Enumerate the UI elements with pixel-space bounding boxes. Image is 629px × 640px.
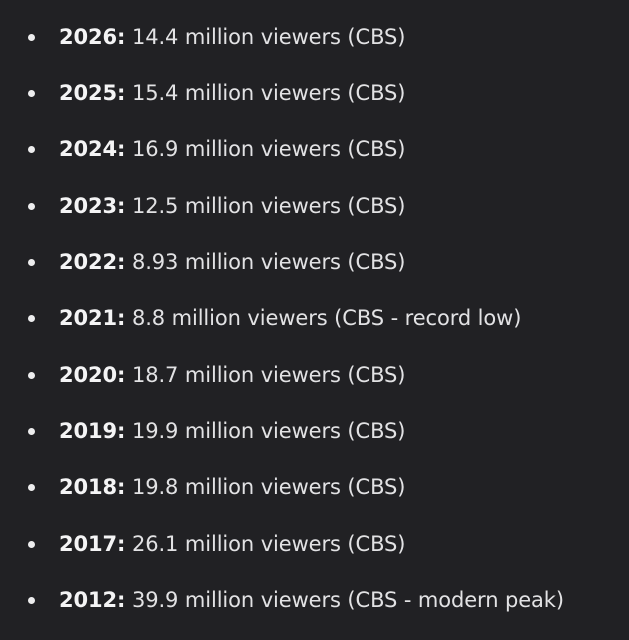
item-year: 2025: bbox=[59, 81, 126, 105]
item-text: 8.93 million viewers (CBS) bbox=[131, 250, 406, 274]
list-item: 2026: 14.4 million viewers (CBS) bbox=[0, 17, 629, 57]
bullet-icon bbox=[28, 202, 35, 210]
item-year: 2024: bbox=[59, 137, 126, 161]
item-text: 12.5 million viewers (CBS) bbox=[131, 194, 406, 218]
item-text: 15.4 million viewers (CBS) bbox=[131, 81, 406, 105]
item-text: 19.8 million viewers (CBS) bbox=[131, 475, 406, 499]
bullet-icon bbox=[28, 596, 35, 604]
list-item: 2017: 26.1 million viewers (CBS) bbox=[0, 524, 629, 564]
list-item: 2023: 12.5 million viewers (CBS) bbox=[0, 186, 629, 226]
bullet-icon bbox=[28, 483, 35, 491]
list-item: 2019: 19.9 million viewers (CBS) bbox=[0, 411, 629, 451]
item-year: 2022: bbox=[59, 250, 126, 274]
list-item: 2022: 8.93 million viewers (CBS) bbox=[0, 242, 629, 282]
item-text: 26.1 million viewers (CBS) bbox=[131, 532, 406, 556]
item-text: 8.8 million viewers (CBS - record low) bbox=[131, 306, 522, 330]
item-year: 2020: bbox=[59, 363, 126, 387]
item-year: 2019: bbox=[59, 419, 126, 443]
bullet-icon bbox=[28, 33, 35, 41]
item-text: 39.9 million viewers (CBS - modern peak) bbox=[131, 588, 564, 612]
bullet-icon bbox=[28, 314, 35, 322]
item-text: 14.4 million viewers (CBS) bbox=[131, 25, 406, 49]
list-item: 2025: 15.4 million viewers (CBS) bbox=[0, 73, 629, 113]
item-year: 2017: bbox=[59, 532, 126, 556]
bullet-icon bbox=[28, 258, 35, 266]
bullet-icon bbox=[28, 427, 35, 435]
item-year: 2023: bbox=[59, 194, 126, 218]
item-text: 16.9 million viewers (CBS) bbox=[131, 137, 406, 161]
bullet-icon bbox=[28, 540, 35, 548]
list-item: 2012: 39.9 million viewers (CBS - modern… bbox=[0, 580, 629, 620]
item-year: 2018: bbox=[59, 475, 126, 499]
bullet-icon bbox=[28, 371, 35, 379]
item-text: 18.7 million viewers (CBS) bbox=[131, 363, 406, 387]
bullet-icon bbox=[28, 89, 35, 97]
list-item: 2020: 18.7 million viewers (CBS) bbox=[0, 355, 629, 395]
list-item: 2024: 16.9 million viewers (CBS) bbox=[0, 129, 629, 169]
item-text: 19.9 million viewers (CBS) bbox=[131, 419, 406, 443]
bullet-icon bbox=[28, 145, 35, 153]
list-item: 2018: 19.8 million viewers (CBS) bbox=[0, 467, 629, 507]
item-year: 2012: bbox=[59, 588, 126, 612]
item-year: 2021: bbox=[59, 306, 126, 330]
item-year: 2026: bbox=[59, 25, 126, 49]
list-item: 2021: 8.8 million viewers (CBS - record … bbox=[0, 298, 629, 338]
